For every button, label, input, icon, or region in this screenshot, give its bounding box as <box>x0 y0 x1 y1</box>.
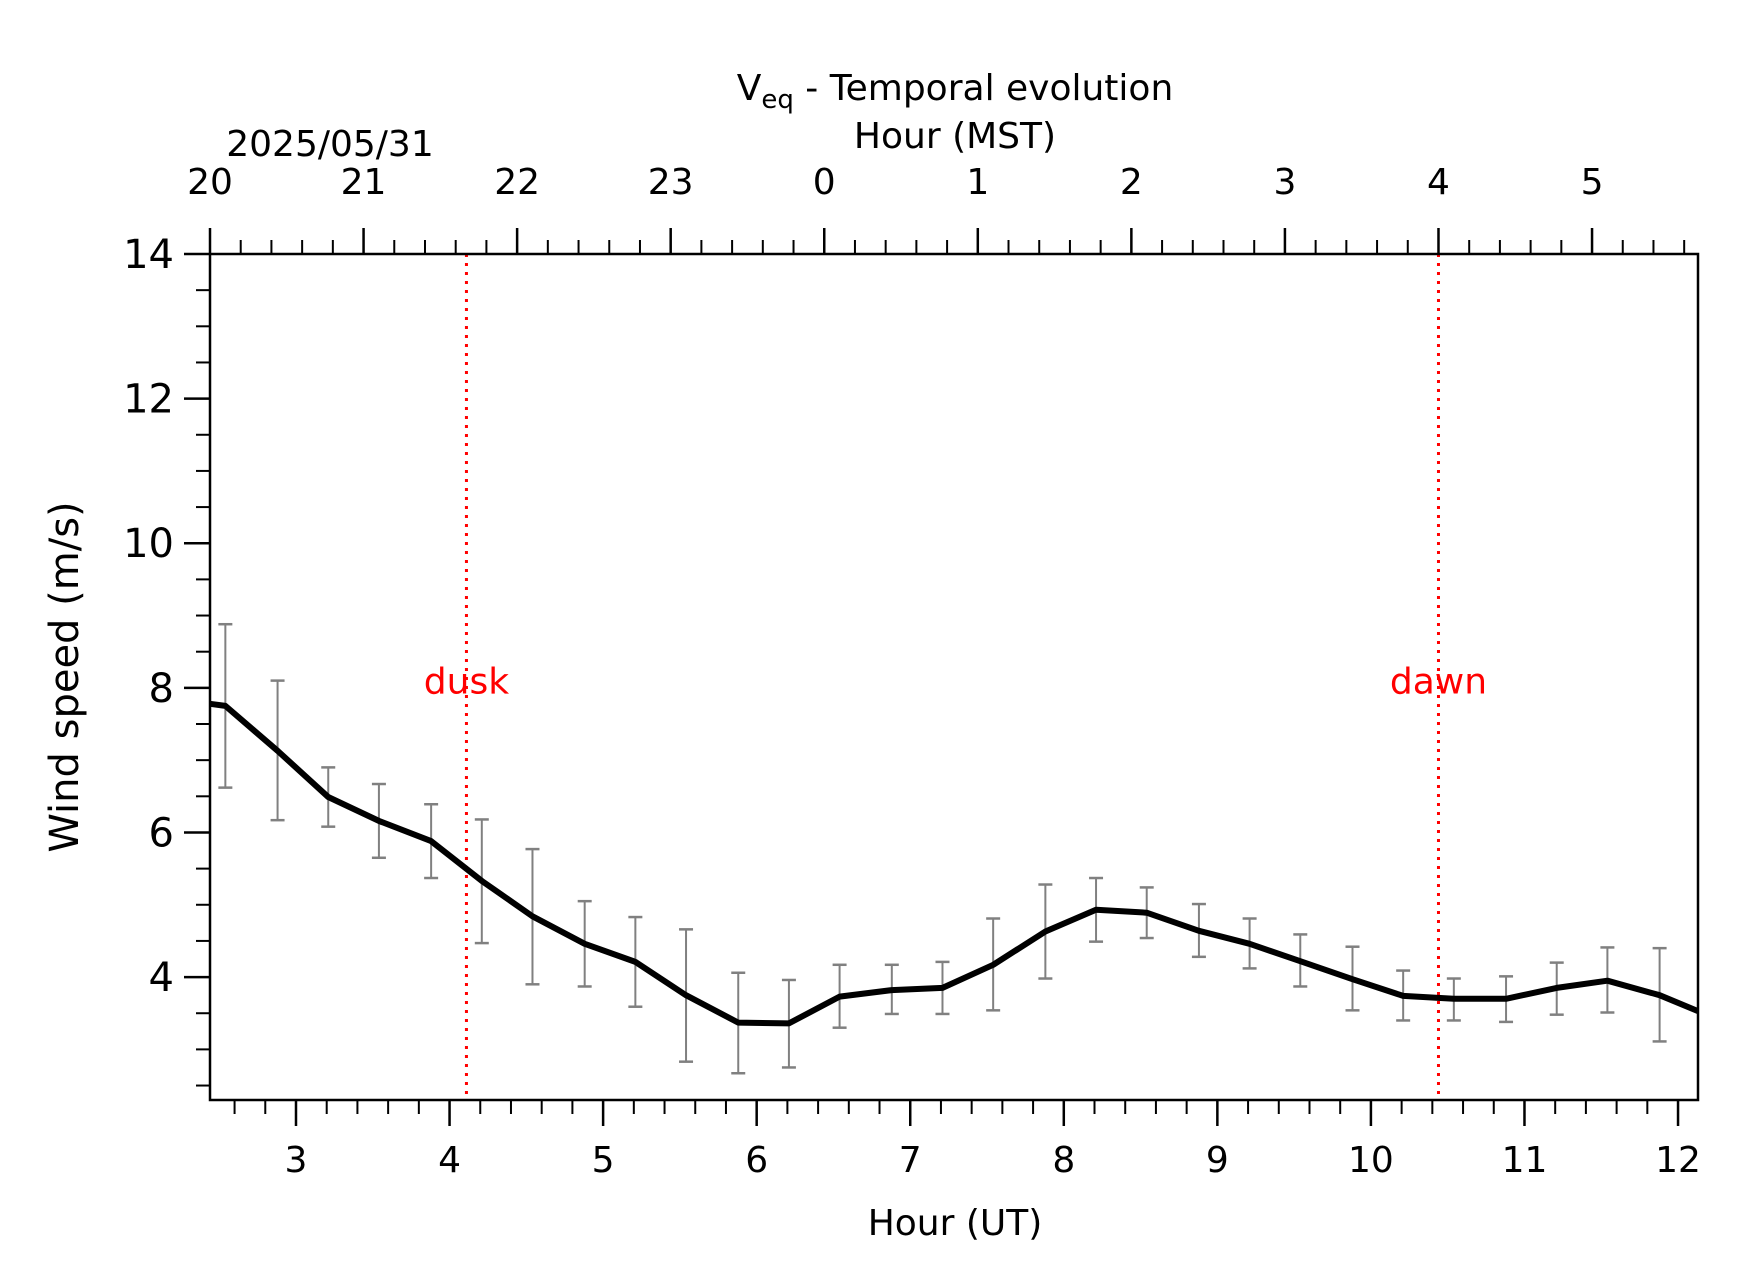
top-tick-label: 5 <box>1581 162 1604 203</box>
y-tick-label: 12 <box>123 377 174 423</box>
chart-title: Veq - Temporal evolution <box>737 68 1174 115</box>
series-lines <box>209 700 1700 1027</box>
reference-lines <box>464 254 1440 1100</box>
top-tick-label: 0 <box>813 162 836 203</box>
y-tick-label: 4 <box>149 955 174 1001</box>
top-tick-label: 20 <box>187 162 233 203</box>
plot-frame <box>208 252 1700 1102</box>
top-tick-label: 1 <box>966 162 989 203</box>
chart-title-subscript: eq <box>761 85 794 115</box>
x-axis-title: Hour (UT) <box>868 1203 1043 1244</box>
annotation-dusk: dusk <box>424 662 509 703</box>
x-tick-label: 3 <box>285 1140 308 1181</box>
y-tick-label: 8 <box>149 666 174 712</box>
y-tick-label: 10 <box>123 521 174 567</box>
x-tick-label: 7 <box>899 1140 922 1181</box>
chart-title-main: V <box>737 68 762 109</box>
x-tick-label: 6 <box>745 1140 768 1181</box>
top-axis-date: 2025/05/31 <box>226 124 434 165</box>
annotation-dawn: dawn <box>1390 662 1487 703</box>
top-tick-label: 23 <box>648 162 694 203</box>
top-tick-label: 22 <box>494 162 540 203</box>
x-tick-label: 8 <box>1052 1140 1075 1181</box>
top-axis-title: Hour (MST) <box>854 116 1056 157</box>
x-tick-label: 12 <box>1655 1140 1701 1181</box>
top-tick-label: 3 <box>1273 162 1296 203</box>
top-tick-label: 2 <box>1120 162 1143 203</box>
axis-ticks <box>184 228 1686 1126</box>
top-tick-label: 4 <box>1427 162 1450 203</box>
x-tick-label: 4 <box>438 1140 461 1181</box>
annotations: dusk dawn <box>424 662 1487 703</box>
chart-title-rest: - Temporal evolution <box>794 68 1173 109</box>
x-tick-label: 5 <box>592 1140 615 1181</box>
x-tick-label: 11 <box>1502 1140 1548 1181</box>
top-tick-label: 21 <box>341 162 387 203</box>
y-tick-label: 14 <box>123 232 174 278</box>
series-line <box>209 700 1700 1027</box>
y-axis-title: Wind speed (m/s) <box>42 501 88 852</box>
x-tick-label: 9 <box>1206 1140 1229 1181</box>
y-tick-label: 6 <box>149 810 174 856</box>
x-tick-label: 10 <box>1348 1140 1394 1181</box>
